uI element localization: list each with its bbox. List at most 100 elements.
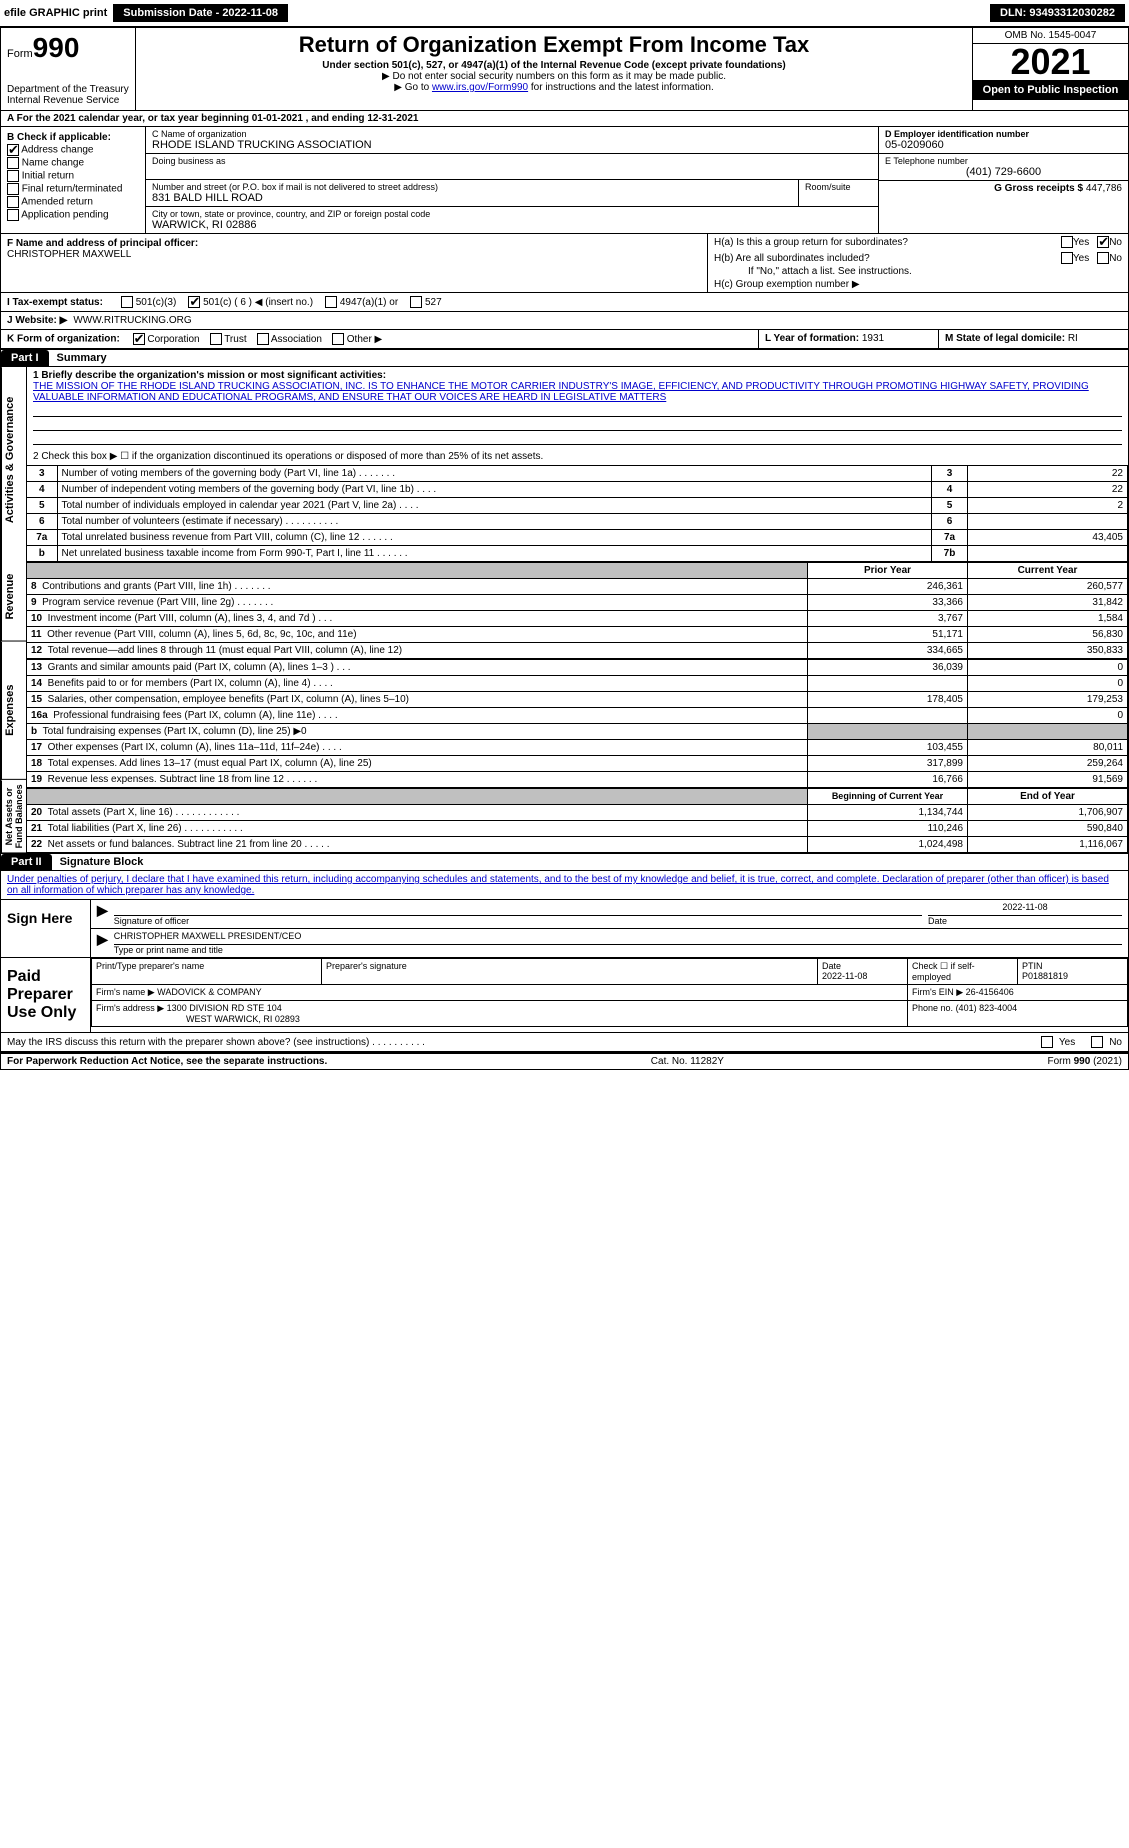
klm-row: K Form of organization: Corporation Trus… xyxy=(1,330,1128,349)
boxb-check-5[interactable] xyxy=(7,209,19,221)
box-b: B Check if applicable: Address change Na… xyxy=(1,127,146,233)
right-col-deg: D Employer identification number 05-0209… xyxy=(878,127,1128,233)
part2-header: Part II xyxy=(1,854,52,870)
officer-name: CHRISTOPHER MAXWELL xyxy=(7,249,131,260)
boxi-check-1[interactable] xyxy=(188,296,200,308)
boxi-check-0[interactable] xyxy=(121,296,133,308)
ein-label: D Employer identification number xyxy=(885,129,1029,139)
box-i: I Tax-exempt status: 501(c)(3) 501(c) ( … xyxy=(1,292,1128,312)
boxk-check-1[interactable] xyxy=(210,333,222,345)
dln-button[interactable]: DLN: 93493312030282 xyxy=(990,4,1125,22)
part1-title: Summary xyxy=(49,352,107,364)
boxb-check-4[interactable] xyxy=(7,196,19,208)
entity-block: B Check if applicable: Address change Na… xyxy=(1,127,1128,233)
submission-date-button[interactable]: Submission Date - 2022-11-08 xyxy=(113,4,288,22)
boxb-check-3[interactable] xyxy=(7,183,19,195)
hc-label: H(c) Group exemption number ▶ xyxy=(708,277,1128,292)
tax-year: 2021 xyxy=(973,44,1128,80)
side-governance: Activities & Governance xyxy=(1,367,27,552)
gross-receipts-value: 447,786 xyxy=(1086,183,1122,194)
hb-no-checkbox[interactable] xyxy=(1097,252,1109,264)
box-m: M State of legal domicile: RI xyxy=(938,330,1128,348)
box-k: K Form of organization: Corporation Trus… xyxy=(1,330,758,348)
website-value: WWW.RITRUCKING.ORG xyxy=(73,315,191,326)
boxk-check-2[interactable] xyxy=(257,333,269,345)
header-left: Form990 Department of the Treasury Inter… xyxy=(1,28,136,110)
side-revenue: Revenue xyxy=(1,552,27,642)
box-h: H(a) Is this a group return for subordin… xyxy=(708,234,1128,292)
ptin-value: P01881819 xyxy=(1022,971,1068,981)
part1-header-row: Part I Summary xyxy=(1,349,1128,367)
discuss-no-checkbox[interactable] xyxy=(1091,1036,1103,1048)
form-number: 990 xyxy=(33,32,80,63)
boxk-check-0[interactable] xyxy=(133,333,145,345)
section-a: A For the 2021 calendar year, or tax yea… xyxy=(1,111,1128,127)
boxi-check-3[interactable] xyxy=(410,296,422,308)
phone-label-e: E Telephone number xyxy=(885,156,1122,166)
officer-typed-name: CHRISTOPHER MAXWELL PRESIDENT/CEO xyxy=(114,931,1122,945)
col-prior: Prior Year xyxy=(808,563,968,579)
city-label: City or town, state or province, country… xyxy=(152,209,872,219)
boxb-check-2[interactable] xyxy=(7,170,19,182)
boxb-check-0[interactable] xyxy=(7,144,19,156)
boxb-check-1[interactable] xyxy=(7,157,19,169)
fh-block: F Name and address of principal officer:… xyxy=(1,233,1128,292)
paid-preparer-section: Paid Preparer Use Only Print/Type prepar… xyxy=(1,957,1128,1032)
discuss-yes-checkbox[interactable] xyxy=(1041,1036,1053,1048)
header-right: OMB No. 1545-0047 2021 Open to Public In… xyxy=(972,28,1128,110)
firm-name: WADOVICK & COMPANY xyxy=(157,987,262,997)
expenses-table: 13 Grants and similar amounts paid (Part… xyxy=(27,659,1128,788)
footer: For Paperwork Reduction Act Notice, see … xyxy=(1,1053,1128,1069)
officer-type-label: Type or print name and title xyxy=(114,945,223,955)
side-netassets: Net Assets or Fund Balances xyxy=(1,780,27,853)
header-mid: Return of Organization Exempt From Incom… xyxy=(136,28,972,110)
sign-here-label: Sign Here xyxy=(1,900,91,957)
arrow-icon: ▶ xyxy=(97,931,108,955)
phone-value-e: (401) 729-6600 xyxy=(885,166,1122,178)
sig-date-label: Date xyxy=(928,916,947,926)
line1-block: 1 Briefly describe the organization's mi… xyxy=(27,367,1128,448)
firm-phone: (401) 823-4004 xyxy=(956,1003,1018,1013)
footer-left: For Paperwork Reduction Act Notice, see … xyxy=(7,1056,327,1067)
gross-receipts-label: G Gross receipts $ xyxy=(994,183,1083,194)
org-name: RHODE ISLAND TRUCKING ASSOCIATION xyxy=(152,139,872,151)
ha-yes-checkbox[interactable] xyxy=(1061,236,1073,248)
open-public-badge: Open to Public Inspection xyxy=(973,80,1128,100)
paid-preparer-label: Paid Preparer Use Only xyxy=(1,958,91,1032)
boxk-check-3[interactable] xyxy=(332,333,344,345)
box-j: J Website: ▶ WWW.RITRUCKING.ORG xyxy=(1,312,1128,330)
col-current: Current Year xyxy=(968,563,1128,579)
side-expenses: Expenses xyxy=(1,642,27,780)
prep-date-val: 2022-11-08 xyxy=(822,971,867,981)
col-begin: Beginning of Current Year xyxy=(808,789,968,805)
firm-addr1: 1300 DIVISION RD STE 104 xyxy=(167,1003,282,1013)
form-header: Form990 Department of the Treasury Inter… xyxy=(1,28,1128,111)
street-value: 831 BALD HILL ROAD xyxy=(152,192,792,204)
governance-table: 3Number of voting members of the governi… xyxy=(27,465,1128,562)
ein-value: 05-0209060 xyxy=(885,139,1122,151)
part2-header-row: Part II Signature Block xyxy=(1,853,1128,871)
discuss-row: May the IRS discuss this return with the… xyxy=(1,1032,1128,1053)
org-name-label: C Name of organization xyxy=(152,129,872,139)
form-container: Form990 Department of the Treasury Inter… xyxy=(0,27,1129,1070)
hb-label: H(b) Are all subordinates included? xyxy=(714,253,1061,264)
dept-treasury: Department of the Treasury xyxy=(7,84,129,95)
firm-addr2: WEST WARWICK, RI 02893 xyxy=(96,1014,300,1024)
hb-note: If "No," attach a list. See instructions… xyxy=(708,266,1128,277)
firm-ein: 26-4156406 xyxy=(966,987,1014,997)
footer-mid: Cat. No. 11282Y xyxy=(651,1056,724,1067)
top-bar: efile GRAPHIC print Submission Date - 20… xyxy=(0,0,1129,27)
hb-yes-checkbox[interactable] xyxy=(1061,252,1073,264)
box-l: L Year of formation: 1931 xyxy=(758,330,938,348)
sig-date-val: 2022-11-08 xyxy=(928,902,1122,916)
mission-text[interactable]: THE MISSION OF THE RHODE ISLAND TRUCKING… xyxy=(33,381,1089,403)
goto-note: ▶ Go to www.irs.gov/Form990 for instruct… xyxy=(142,82,966,93)
footer-right: Form 990 (2021) xyxy=(1048,1056,1123,1067)
ha-no-checkbox[interactable] xyxy=(1097,236,1109,248)
irs-link[interactable]: www.irs.gov/Form990 xyxy=(432,82,528,93)
part1-header: Part I xyxy=(1,350,49,366)
street-label: Number and street (or P.O. box if mail i… xyxy=(152,182,792,192)
arrow-icon: ▶ xyxy=(97,902,108,926)
boxi-check-2[interactable] xyxy=(325,296,337,308)
sig-officer-label: Signature of officer xyxy=(114,916,189,926)
